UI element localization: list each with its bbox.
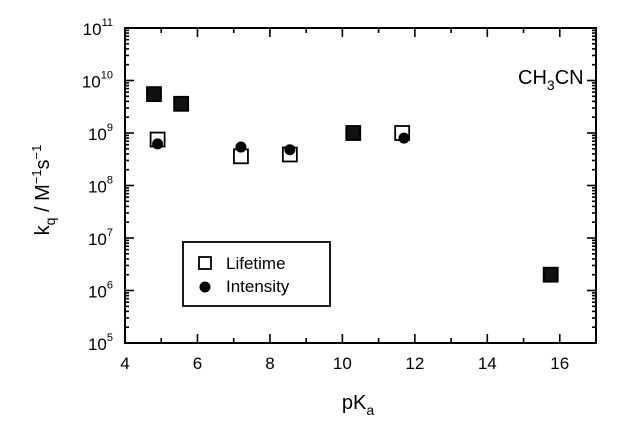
y-axis-label: kq / M−1s−1 [29,145,58,236]
solvent-annotation: CH3CN [518,67,584,93]
legend-lifetime-label: Lifetime [226,254,286,273]
y-tick-label: 106 [88,280,113,302]
y-tick-labels: 105 106 107 108 109 1010 1011 [82,17,113,354]
intensity-point [284,144,296,156]
lifetime-point [345,125,362,141]
x-tick-label: 12 [405,354,424,373]
y-tick-label: 109 [88,122,113,144]
y-tick-label: 108 [88,175,113,197]
axis-ticks [124,27,597,344]
y-tick-label: 1010 [82,70,113,92]
x-tick-label: 6 [193,354,202,373]
x-tick-label: 8 [265,354,274,373]
y-tick-label: 105 [88,332,113,354]
lifetime-point [146,86,162,103]
legend-intensity-marker [199,281,211,293]
intensity-point [398,132,410,144]
x-axis-label: pKa [342,392,374,418]
x-tick-label: 10 [333,354,352,373]
legend-box [182,241,331,307]
legend-lifetime-marker [198,256,212,270]
x-tick-label: 16 [550,354,569,373]
x-tick-label: 4 [120,354,129,373]
lifetime-point [542,266,559,283]
y-tick-label: 107 [88,227,113,249]
intensity-point [152,138,164,150]
intensity-point [235,141,247,153]
legend: Lifetime Intensity [182,241,331,307]
x-tick-label: 14 [478,354,497,373]
y-tick-label: 1011 [83,17,113,39]
legend-intensity-label: Intensity [226,277,290,296]
lifetime-point [173,95,190,112]
x-tick-labels: 4 6 8 10 12 14 16 [120,354,569,373]
data-points [146,86,559,283]
